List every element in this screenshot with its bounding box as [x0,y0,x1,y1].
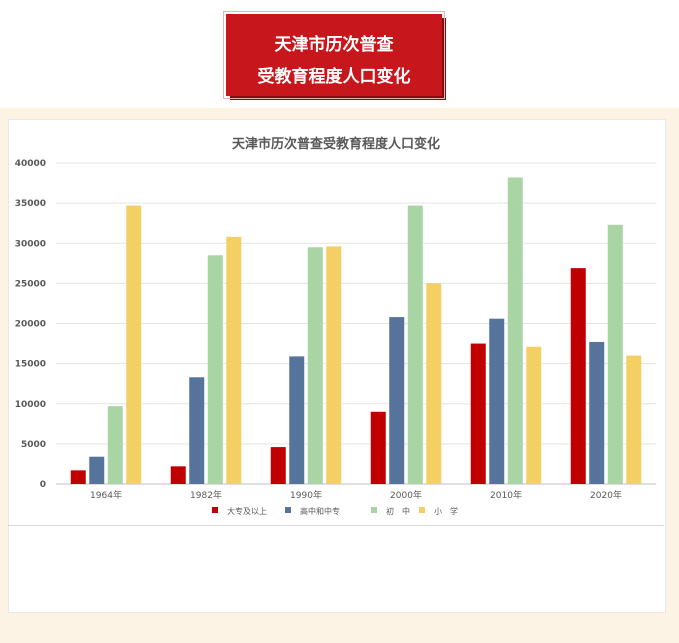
bar [107,406,123,484]
bar [389,317,405,484]
legend-label: 高中和中专 [300,506,340,516]
x-axis-ticks: 1964年 1982年 1990年 2000年 2010年 2020年 [90,489,622,501]
legend-label: 初 中 [386,506,410,516]
chart-container: 天津市历次普查受教育程度人口变化 0 5000 10000 15000 20000 250… [8,127,664,526]
bar [426,283,442,484]
legend-swatch [371,507,377,513]
bar [589,341,605,484]
x-tick-label: 1990年 [290,489,322,501]
y-tick-label: 5000 [21,440,46,450]
bar [70,470,86,484]
y-tick-label: 35000 [15,199,46,209]
y-tick-label: 30000 [15,239,46,249]
y-tick-label: 15000 [15,360,46,370]
bar [526,346,542,484]
bar [626,355,642,484]
y-tick-label: 25000 [15,279,46,289]
legend-label: 大专及以上 [227,506,267,516]
bar [607,224,623,484]
legend-swatch [212,507,218,513]
gridlines [56,162,656,485]
bars [70,177,642,484]
legend: 大专及以上 高中和中专 初 中 小 学 [212,506,458,516]
bar [307,247,323,484]
bar [226,236,242,484]
bar [207,255,223,484]
bar [407,205,423,484]
legend-label: 小 学 [434,506,458,516]
bar [570,268,586,484]
y-axis-ticks: 0 5000 10000 15000 20000 25000 30000 35000 40000 [15,159,46,490]
bar [289,356,305,484]
banner-title-line-2: 受教育程度人口变化 [257,67,411,87]
bar [126,205,142,484]
y-tick-label: 20000 [15,320,46,330]
x-tick-label: 2000年 [390,489,422,501]
bar [489,318,505,484]
banner-title-line-1: 天津市历次普查 [274,35,394,55]
x-tick-label: 1982年 [190,489,222,501]
title-banner: 天津市历次普查 受教育程度人口变化 [223,11,445,99]
y-tick-label: 0 [40,480,46,490]
bar [470,343,486,484]
bar [370,411,386,484]
x-tick-label: 1964年 [90,489,122,501]
bar [326,246,342,484]
bar [189,377,205,484]
bar-chart: 天津市历次普查受教育程度人口变化 0 5000 10000 15000 20000 250… [15,136,656,516]
x-tick-label: 2010年 [490,489,522,501]
y-tick-label: 40000 [15,159,46,169]
bar [170,466,186,484]
chart-title: 天津市历次普查受教育程度人口变化 [232,136,440,152]
legend-swatch [285,507,291,513]
bar [507,177,523,484]
y-tick-label: 10000 [15,400,46,410]
bar [270,447,286,484]
x-tick-label: 2020年 [590,489,622,501]
legend-swatch [419,507,425,513]
bar [89,456,105,484]
